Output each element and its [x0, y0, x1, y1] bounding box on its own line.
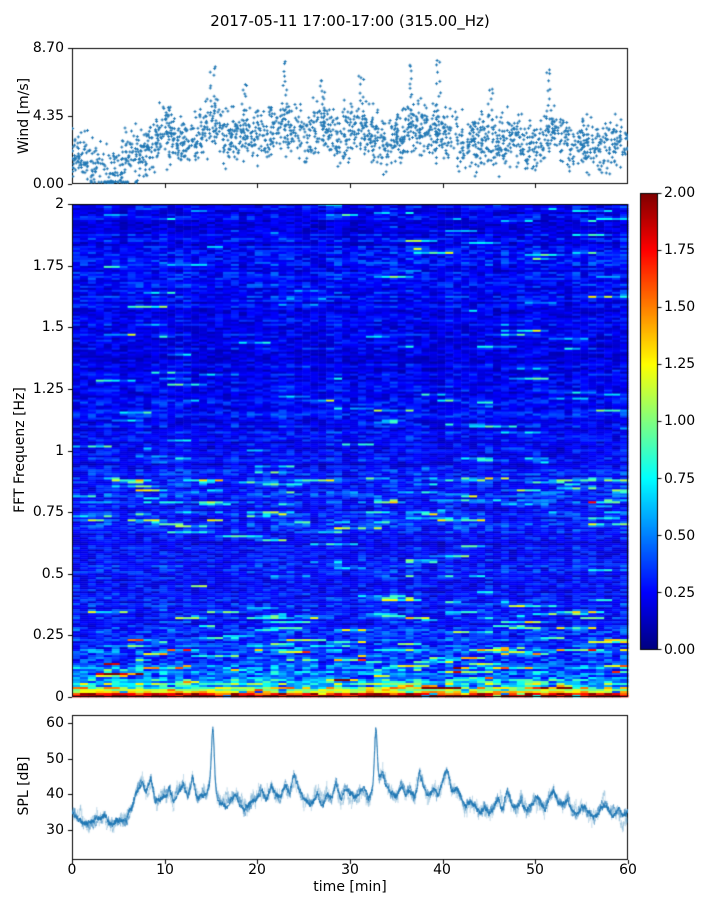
figure-title: 2017-05-11 17:00-17:00 (315.00_Hz) — [210, 12, 490, 30]
